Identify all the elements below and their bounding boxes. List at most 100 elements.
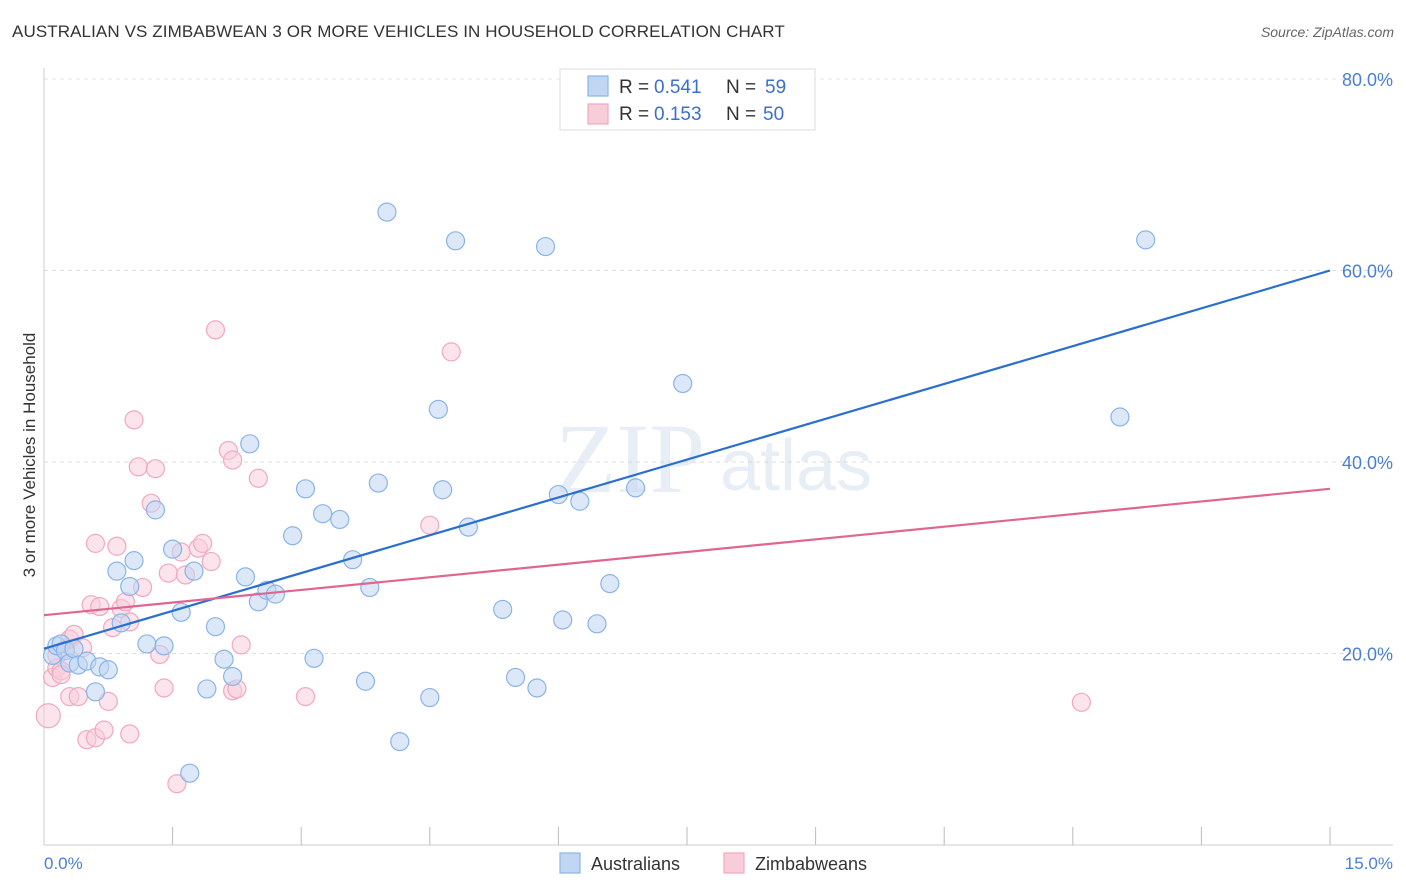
australians-point	[445, 231, 466, 251]
australians-point	[145, 500, 166, 520]
zimbabweans-point	[68, 686, 88, 707]
y-tick-label: 40.0%	[1342, 453, 1393, 473]
trend-lines	[43, 269, 1331, 650]
australians-point	[553, 610, 573, 630]
australians-point	[355, 671, 376, 691]
australians-point	[458, 517, 478, 537]
australians-point	[235, 567, 256, 587]
series-legend: Australians Zimbabweans	[559, 852, 867, 874]
y-tick-label: 20.0%	[1342, 645, 1393, 665]
australians-point	[377, 202, 397, 222]
zimbabweans-points	[35, 320, 1091, 794]
zimbabweans-point	[248, 468, 268, 488]
legend-zimbabweans-swatch	[723, 852, 745, 874]
legend-australians-label: Australians	[591, 854, 680, 874]
australians-point	[505, 667, 526, 688]
australians-trend-line	[43, 269, 1331, 650]
australians-point	[107, 561, 127, 581]
zimbabweans-point	[107, 536, 127, 556]
australians-point	[420, 687, 440, 708]
legend-swatch-australians	[587, 75, 609, 97]
zimbabweans-point	[223, 450, 243, 470]
zimbabweans-point	[158, 563, 178, 583]
australians-point	[154, 636, 174, 656]
australians-point	[85, 682, 106, 702]
zimbabweans-point	[94, 720, 114, 740]
legend-r-label-1: R =	[619, 77, 649, 98]
australians-point	[120, 576, 140, 597]
australians-point	[295, 479, 316, 499]
zimbabweans-point	[1071, 692, 1091, 712]
legend-swatch-zimbabweans	[587, 103, 609, 125]
australians-point	[197, 679, 217, 699]
legend-zimbabweans-label: Zimbabweans	[755, 854, 867, 874]
australians-point	[673, 373, 693, 394]
australians-point	[163, 539, 183, 559]
zimbabweans-point	[201, 551, 221, 572]
australians-point	[214, 649, 234, 669]
chart-title: AUSTRALIAN VS ZIMBABWEAN 3 OR MORE VEHIC…	[12, 22, 785, 41]
stats-legend: R = 0.541 N = 59 R = 0.153 N = 50	[559, 68, 816, 131]
legend-r-value-2: 0.153	[654, 104, 702, 125]
gridlines	[44, 78, 1393, 654]
australians-point	[184, 561, 204, 581]
zimbabweans-point	[441, 342, 461, 362]
australians-point	[360, 577, 380, 598]
australians-point	[205, 617, 226, 637]
y-tick-label: 60.0%	[1342, 262, 1393, 282]
legend-australians-swatch	[559, 852, 581, 874]
australians-points	[42, 202, 1156, 783]
zimbabweans-point	[124, 410, 144, 430]
australians-point	[527, 678, 547, 698]
australians-point	[535, 236, 556, 257]
australians-point	[283, 526, 303, 546]
australians-point	[124, 551, 144, 571]
zimbabweans-point	[154, 678, 174, 698]
zimbabweans-point	[128, 457, 148, 477]
australians-point	[570, 491, 590, 511]
zimbabweans-point	[205, 320, 226, 340]
australians-point	[428, 399, 448, 419]
legend-r-value-1: 0.541	[654, 77, 702, 98]
zimbabweans-point	[120, 724, 140, 744]
x-tick-min: 0.0%	[44, 854, 83, 873]
legend-n-label-2: N =	[726, 104, 756, 125]
australians-point	[1136, 230, 1156, 250]
australians-point	[368, 473, 388, 493]
legend-r-label-2: R =	[619, 104, 649, 125]
zimbabweans-point	[35, 703, 61, 729]
zimbabweans-trend-line	[43, 487, 1331, 617]
axes	[43, 68, 1393, 846]
y-axis-label: 3 or more Vehicles in Household	[20, 333, 39, 578]
australians-point	[111, 613, 131, 633]
australians-point	[98, 660, 118, 680]
zimbabweans-point	[90, 596, 110, 617]
australians-point	[390, 731, 410, 752]
zimbabweans-point	[85, 533, 106, 553]
zimbabweans-point	[193, 533, 213, 553]
australians-point	[625, 478, 646, 498]
x-tick-max: 15.0%	[1345, 854, 1393, 873]
zimbabweans-point	[420, 515, 440, 535]
australians-point	[180, 763, 200, 783]
australians-point	[1110, 407, 1130, 427]
watermark-atlas: atlas	[720, 426, 872, 506]
zimbabweans-point	[145, 459, 166, 479]
australians-point	[240, 434, 260, 454]
legend-n-label-1: N =	[726, 77, 756, 98]
australians-point	[137, 634, 157, 654]
legend-n-value-1: 59	[765, 77, 786, 98]
australians-point	[433, 480, 453, 500]
australians-point	[304, 648, 324, 668]
australians-point	[313, 504, 333, 524]
y-tick-labels: 20.0% 40.0% 60.0% 80.0%	[1342, 70, 1393, 665]
source-label: Source: ZipAtlas.com	[1260, 24, 1394, 40]
zimbabweans-point	[167, 774, 187, 794]
zimbabweans-point	[295, 686, 316, 707]
australians-point	[587, 614, 607, 634]
y-tick-label: 80.0%	[1342, 70, 1393, 90]
australians-point	[330, 509, 350, 530]
australians-point	[600, 574, 620, 594]
australians-point	[493, 599, 513, 620]
